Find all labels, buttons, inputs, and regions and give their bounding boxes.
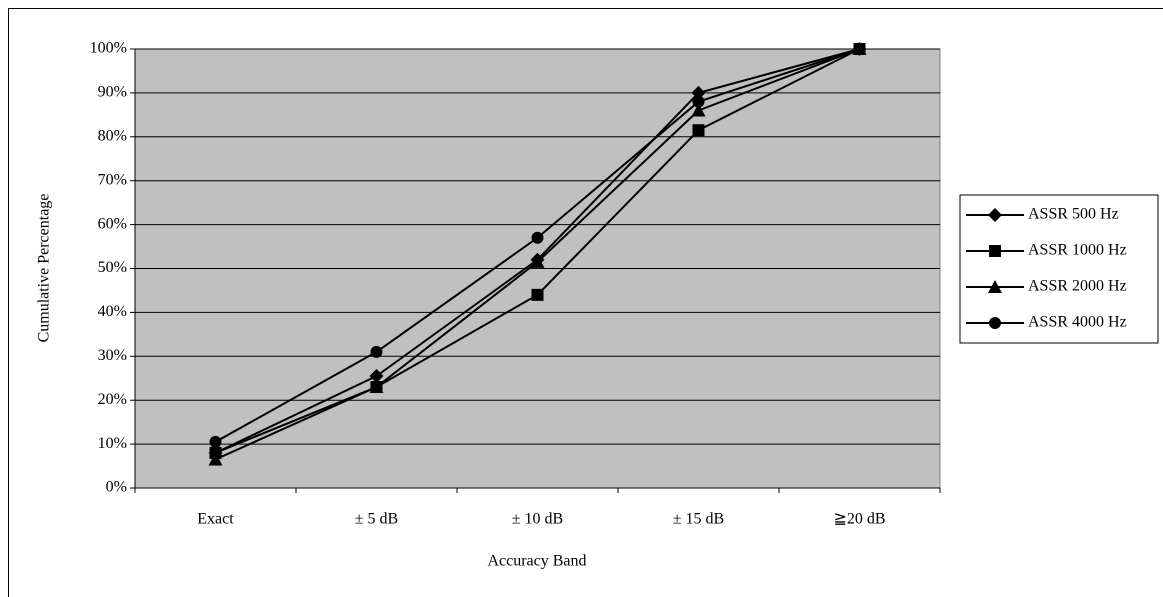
marker bbox=[692, 124, 705, 137]
y-tick-label: 10% bbox=[98, 435, 127, 452]
legend-label: ASSR 4000 Hz bbox=[1028, 314, 1127, 331]
y-tick-label: 90% bbox=[98, 84, 127, 101]
legend-label: ASSR 500 Hz bbox=[1028, 206, 1119, 223]
legend-label: ASSR 1000 Hz bbox=[1028, 242, 1127, 259]
marker bbox=[989, 245, 1001, 257]
y-tick-label: 100% bbox=[90, 40, 127, 57]
marker bbox=[989, 317, 1001, 329]
marker bbox=[692, 95, 705, 108]
marker bbox=[691, 85, 706, 100]
x-tick-label: ± 5 dB bbox=[355, 511, 398, 528]
y-tick-label: 70% bbox=[98, 171, 127, 188]
y-tick-label: 30% bbox=[98, 347, 127, 364]
y-tick-label: 80% bbox=[98, 127, 127, 144]
y-tick-label: 0% bbox=[106, 479, 127, 496]
y-tick-label: 60% bbox=[98, 215, 127, 232]
marker bbox=[369, 380, 384, 394]
marker bbox=[988, 208, 1002, 222]
x-axis-label: Accuracy Band bbox=[487, 553, 586, 570]
y-axis-label: Cumulative Percentage bbox=[36, 194, 53, 343]
marker bbox=[988, 280, 1002, 293]
legend-label: ASSR 2000 Hz bbox=[1028, 278, 1127, 295]
marker bbox=[208, 452, 223, 466]
marker bbox=[531, 231, 544, 244]
marker bbox=[209, 435, 222, 448]
marker bbox=[369, 369, 384, 384]
marker bbox=[853, 43, 866, 55]
x-tick-label: ≧20 dB bbox=[833, 511, 885, 528]
marker bbox=[370, 345, 383, 358]
y-tick-label: 40% bbox=[98, 303, 127, 320]
x-tick-label: ± 15 dB bbox=[673, 511, 724, 528]
marker bbox=[531, 288, 544, 301]
x-tick-label: Exact bbox=[197, 511, 234, 528]
y-tick-label: 50% bbox=[98, 259, 127, 276]
marker bbox=[530, 254, 545, 268]
marker bbox=[691, 103, 706, 117]
x-tick-label: ± 10 dB bbox=[512, 511, 563, 528]
y-tick-label: 20% bbox=[98, 391, 127, 408]
